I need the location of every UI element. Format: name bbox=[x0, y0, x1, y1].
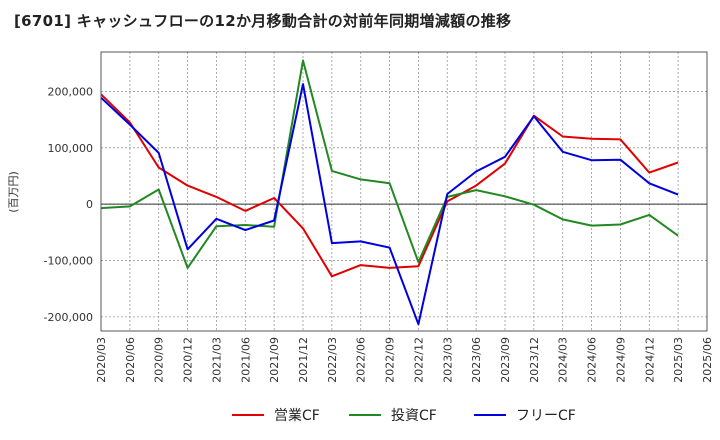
x-tick-label: 2022/06 bbox=[355, 337, 368, 383]
x-tick-label: 2020/09 bbox=[153, 337, 166, 383]
y-tick-label: -100,000 bbox=[44, 255, 93, 268]
x-tick-label: 2024/03 bbox=[557, 337, 570, 383]
x-tick-label: 2023/09 bbox=[499, 337, 512, 383]
series-line-1 bbox=[100, 93, 679, 278]
legend-swatch bbox=[474, 414, 506, 416]
x-tick-label: 2023/12 bbox=[528, 337, 541, 383]
legend-label: 投資CF bbox=[391, 408, 437, 424]
x-tick-label: 2021/03 bbox=[210, 337, 223, 383]
y-tick-label: -200,000 bbox=[44, 311, 93, 324]
x-tick-label: 2021/12 bbox=[297, 337, 310, 383]
x-tick-label: 2020/06 bbox=[124, 337, 137, 383]
x-tick-label: 2021/09 bbox=[268, 337, 281, 383]
plot-frame bbox=[100, 51, 708, 332]
y-tick-label: 200,000 bbox=[48, 85, 94, 98]
x-tick-label: 2020/03 bbox=[95, 337, 108, 383]
legend-label: 営業CF bbox=[274, 408, 320, 424]
legend-item: 投資CF bbox=[349, 403, 437, 427]
legend-label: フリーCF bbox=[516, 408, 576, 424]
x-tick-label: 2025/03 bbox=[672, 337, 685, 383]
chart-title: [6701] キャッシュフローの12か月移動合計の対前年同期増減額の推移 bbox=[14, 12, 512, 30]
x-tick-label: 2021/06 bbox=[239, 337, 252, 383]
legend: 営業CF 投資CF フリーCF bbox=[0, 403, 720, 427]
x-tick-label: 2024/09 bbox=[614, 337, 627, 383]
y-axis-label: (百万円) bbox=[7, 171, 20, 213]
y-axis-ticks: 200,000 100,000 0 -100,000 -200,000 bbox=[44, 85, 93, 323]
x-axis-ticks: 2020/03 2020/06 2020/09 2020/12 2021/03 2021/… bbox=[95, 337, 714, 383]
series-line-2 bbox=[100, 59, 679, 269]
x-tick-label: 2020/12 bbox=[182, 337, 195, 383]
x-tick-label: 2024/06 bbox=[586, 337, 599, 383]
legend-item: フリーCF bbox=[474, 403, 576, 427]
x-tick-label: 2022/03 bbox=[326, 337, 339, 383]
x-tick-label: 2022/12 bbox=[412, 337, 425, 383]
x-tick-label: 2022/09 bbox=[384, 337, 397, 383]
y-tick-label: 0 bbox=[86, 198, 93, 211]
series-line-3 bbox=[100, 83, 679, 326]
legend-item: 営業CF bbox=[232, 403, 320, 427]
x-tick-label: 2023/03 bbox=[441, 337, 454, 383]
grid-lines bbox=[100, 52, 708, 331]
series-lines bbox=[100, 59, 679, 326]
x-tick-label: 2023/06 bbox=[470, 337, 483, 383]
x-tick-label: 2025/06 bbox=[701, 337, 714, 383]
legend-swatch bbox=[349, 414, 381, 416]
legend-swatch bbox=[232, 414, 264, 416]
y-tick-label: 100,000 bbox=[48, 142, 94, 155]
x-tick-label: 2024/12 bbox=[643, 337, 656, 383]
